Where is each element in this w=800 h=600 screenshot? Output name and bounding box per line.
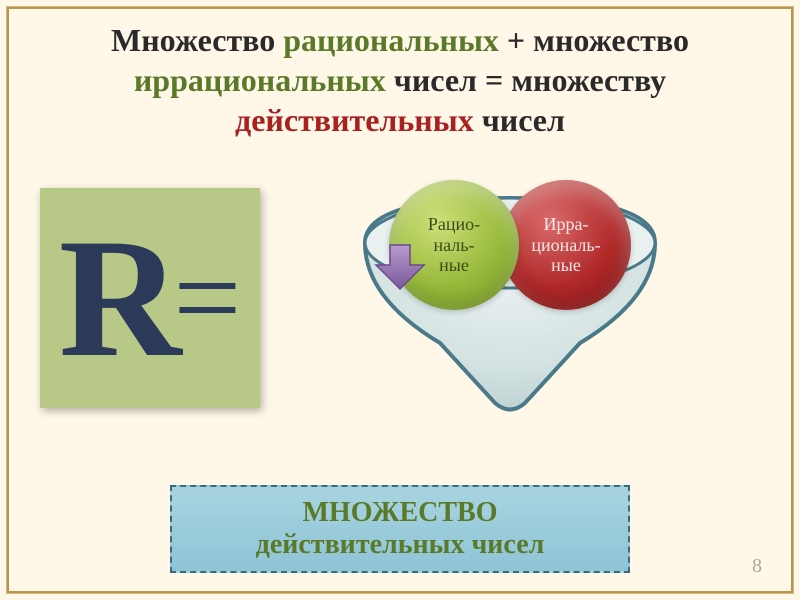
funnel-diagram: Рацио- наль- ные Ирра- циональ- ные (260, 178, 760, 438)
letter-r: R (59, 213, 182, 383)
title-real: действительных (235, 102, 474, 138)
slide-title: Множество рациональных + множество иррац… (0, 0, 800, 148)
title-rational: рациональных (283, 22, 499, 58)
title-irrational: иррациональных (134, 62, 386, 98)
title-text-3: чисел = множеству (386, 62, 666, 98)
result-box: МНОЖЕСТВО действительных чисел (170, 485, 630, 573)
irrational-label: Ирра- циональ- ные (531, 214, 600, 276)
title-text-4: чисел (474, 102, 565, 138)
rational-label: Рацио- наль- ные (428, 214, 480, 276)
equals-sign: = (174, 238, 242, 358)
title-text-2: + множество (499, 22, 689, 58)
page-number: 8 (752, 555, 762, 578)
result-line-2: действительных чисел (186, 529, 614, 561)
r-equals-box: R= (40, 188, 260, 408)
result-line-1: МНОЖЕСТВО (186, 497, 614, 529)
title-text-1: Множество (111, 22, 283, 58)
content-area: R= Рацио- наль- ные Ирра- циональ- ные (0, 148, 800, 438)
down-arrow-icon (370, 243, 430, 291)
irrational-circle: Ирра- циональ- ные (501, 180, 631, 310)
